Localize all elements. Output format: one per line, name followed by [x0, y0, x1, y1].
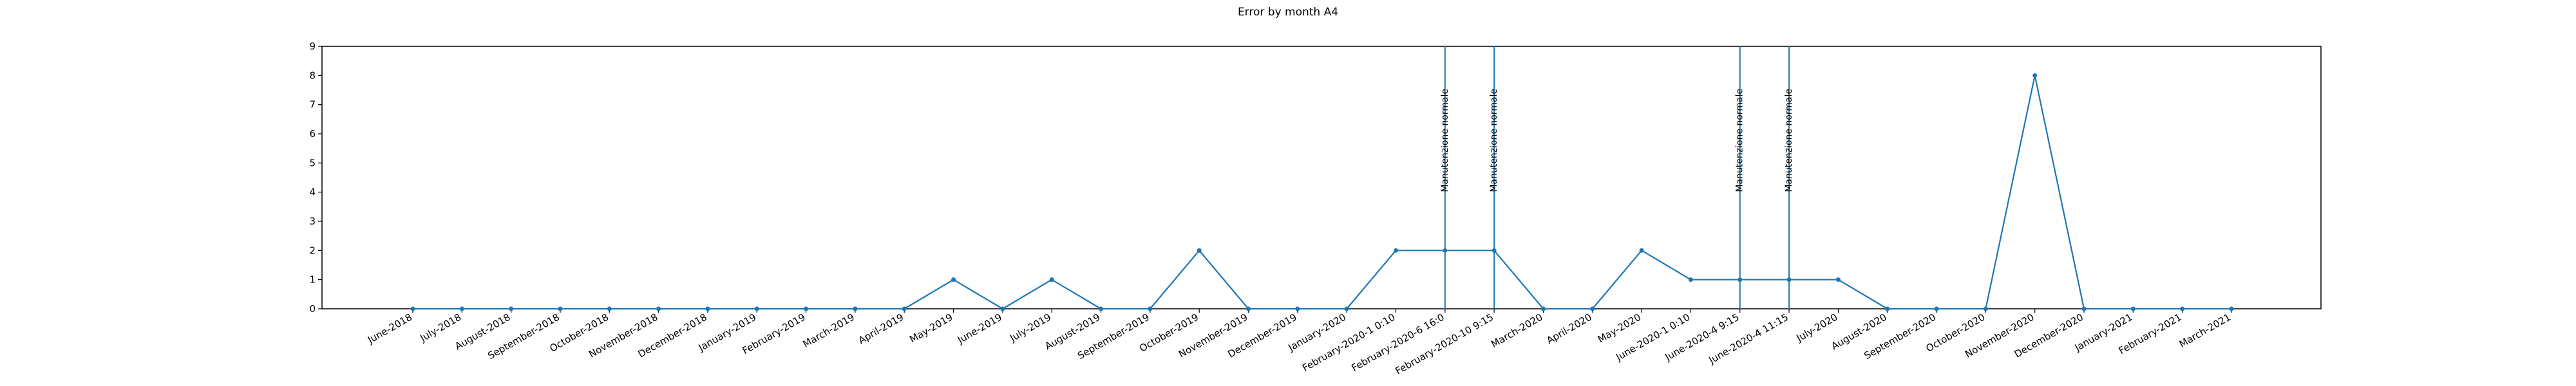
annotation-label: Manutenzione normale: [1735, 89, 1745, 192]
data-point: [1590, 306, 1595, 311]
y-tick-label: 5: [309, 157, 316, 169]
data-point: [1099, 306, 1104, 311]
axes-frame: [321, 46, 2322, 309]
y-tick-label: 1: [309, 274, 316, 286]
x-tick-label: March-2021: [2177, 311, 2233, 350]
data-point: [1492, 248, 1497, 253]
y-tick-label: 3: [309, 216, 316, 227]
data-point: [1540, 306, 1546, 311]
data-point: [1393, 248, 1398, 253]
annotation-label: Manutenzione normale: [1440, 89, 1450, 192]
x-tick-label: March-2020: [1489, 311, 1544, 350]
data-point: [1786, 277, 1792, 282]
x-tick-label: June-2020-4 11:15: [1707, 311, 1790, 367]
y-tick-label: 4: [309, 187, 316, 198]
y-tick-label: 2: [309, 244, 316, 256]
data-point: [656, 306, 661, 311]
x-tick-label: July-2018: [418, 311, 464, 344]
data-point: [2130, 306, 2136, 311]
data-point: [1835, 277, 1841, 282]
data-point: [1688, 277, 1693, 282]
data-point: [1295, 306, 1300, 311]
x-tick-label: February-2020-1 0:10: [1300, 311, 1397, 374]
data-point: [853, 306, 858, 311]
data-point: [2229, 306, 2234, 311]
data-point: [951, 277, 956, 282]
data-point: [1443, 248, 1448, 253]
data-point: [804, 306, 809, 311]
data-point: [509, 306, 514, 311]
annotation-label: Manutenzione normale: [1784, 89, 1794, 192]
x-tick-label: April-2019: [857, 311, 905, 347]
data-point: [705, 306, 710, 311]
x-tick-label: April-2020: [1544, 311, 1593, 347]
y-tick-label: 9: [309, 41, 316, 52]
x-tick-label: July-2020: [1794, 311, 1840, 344]
data-point: [1197, 248, 1202, 253]
data-point: [754, 306, 759, 311]
data-point: [607, 306, 612, 311]
data-point: [1148, 306, 1153, 311]
data-point: [558, 306, 563, 311]
data-point: [1000, 306, 1005, 311]
data-point: [459, 306, 464, 311]
x-tick-label: March-2019: [801, 311, 857, 350]
data-point: [1885, 306, 1890, 311]
y-tick-label: 8: [309, 69, 316, 81]
data-point: [1738, 277, 1743, 282]
y-tick-label: 0: [309, 303, 316, 315]
annotation-label: Manutenzione normale: [1489, 89, 1499, 192]
y-tick-label: 7: [309, 99, 316, 111]
x-tick-label: July-2019: [1007, 311, 1053, 344]
x-tick-label: May-2019: [907, 311, 954, 345]
data-point: [1639, 248, 1644, 253]
data-point: [2032, 73, 2038, 78]
x-tick-label: June-2018: [365, 311, 414, 346]
data-point: [1049, 277, 1054, 282]
data-point: [2081, 306, 2087, 311]
data-point: [410, 306, 415, 311]
data-point: [1934, 306, 1939, 311]
y-tick-label: 6: [309, 128, 316, 140]
data-point: [2180, 306, 2185, 311]
data-point: [1983, 306, 1988, 311]
data-point: [1246, 306, 1251, 311]
series-line: [413, 75, 2231, 310]
x-tick-label: June-2019: [955, 311, 1004, 346]
chart-title: Error by month A4: [1238, 6, 1338, 19]
data-point: [902, 306, 907, 311]
data-point: [1344, 306, 1349, 311]
